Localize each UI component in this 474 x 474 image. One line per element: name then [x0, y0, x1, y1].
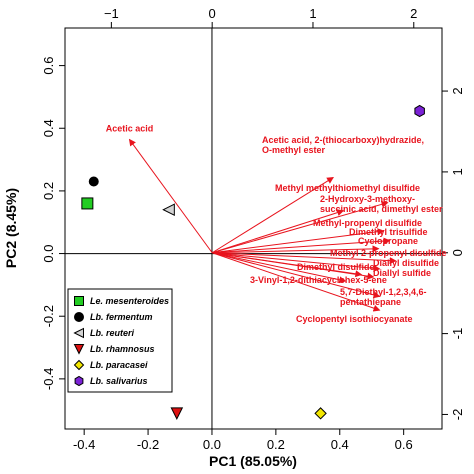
loading-label-diallyl-sulfide: Diallyl sulfide	[373, 268, 431, 278]
legend-marker-le-mesenteroides	[74, 296, 84, 306]
legend-label-lb-paracasei: Lb. paracasei	[90, 360, 148, 370]
x-tick-label: 0.2	[267, 437, 285, 452]
legend-marker-lb-rhamnosus	[73, 344, 85, 355]
legend-label-le-mesenteroides: Le. mesenteroides	[90, 296, 169, 306]
sample-point-le-mesenteroides	[81, 197, 94, 210]
x-tick-label: 0.4	[331, 437, 349, 452]
loading-arrow-acetic-acid	[128, 138, 213, 254]
loading-label-methyl-propenyl-disulfide: Methyl-propenyl disulfide	[313, 218, 422, 228]
x-tick-label: -0.2	[137, 437, 159, 452]
loading-arrow-cyclopropane	[212, 245, 380, 254]
sample-point-lb-salivarius	[414, 104, 425, 118]
loading-label-cyclopropane: Cyclopropane	[358, 236, 418, 246]
x-tick-label: 0.0	[203, 437, 221, 452]
top-tick-label: −1	[104, 6, 119, 21]
sample-points	[81, 104, 425, 420]
loading-label-diallyl-disulfide: Diallyl disulfide	[373, 258, 439, 268]
legend-marker-lb-fermentum	[74, 312, 84, 322]
loading-arrows	[128, 138, 397, 312]
loading-arrow-5-7-diethyl-1-2-3-4-6-pentathiepane	[212, 252, 381, 299]
loading-arrow-diallyl-disulfide	[212, 252, 381, 272]
plot-frame	[64, 27, 443, 430]
loading-arrow-3-vinyl-1-2-dithiacyclohex-5-ene	[212, 252, 347, 284]
y-tick-label: -0.4	[41, 368, 56, 390]
y-tick-label: 0.4	[41, 119, 56, 137]
top-tick-label: 2	[410, 6, 417, 21]
loading-label-5-7-diethyl-1-2-3-4-6-pentathiepane: 5,7-Diethyl-1,2,3,4,6-pentathiepane	[340, 287, 427, 307]
sample-point-lb-paracasei	[314, 407, 327, 420]
loading-arrow-acetic-acid-2-thiocarboxy-hydrazide-o-methyl-ester	[211, 177, 334, 254]
loading-label-2-hydroxy-3-methoxy-succinic-acid-dimethyl-ester: 2-Hydroxy-3-methoxy-succinic acid, dimet…	[320, 194, 443, 214]
legend: Le. mesenteroides Lb. fermentum Lb. reuter…	[67, 288, 173, 393]
legend-marker-lb-salivarius	[74, 375, 84, 387]
right-tick-label: 1	[450, 168, 465, 175]
y-tick-label: 0.6	[41, 57, 56, 75]
axis-ticks: -0.4 -0.2 0.0 0.2 0.4 0.6 -0.4 -0.2 0.0 0.2 0.4 0.6…	[41, 6, 465, 452]
loading-label-acetic-acid-2-thiocarboxy-hydrazide-o-methyl-ester: Acetic acid, 2-(thiocarboxy)hydrazide, O-…	[262, 135, 424, 155]
y-axis-title: PC2 (8.45%)	[3, 188, 19, 268]
loading-arrow-diallyl-sulfide	[212, 252, 375, 280]
legend-marker-lb-reuteri	[73, 327, 84, 339]
legend-label-lb-salivarius: Lb. salivarius	[90, 376, 148, 386]
loading-arrow-methyl-2-propenyl-disulfide	[212, 252, 397, 265]
loading-label-dimethyl-disulfide: Dimethyl disulfide	[297, 262, 375, 272]
loading-label-methyl-methylthiomethyl-disulfide: Methyl methylthiomethyl disulfide	[275, 183, 420, 193]
loading-label-methyl-2-propenyl-disulfide: Methyl 2-propenyl disulfide	[330, 248, 447, 258]
legend-box	[67, 288, 173, 393]
legend-label-lb-reuteri: Lb. reuteri	[90, 328, 135, 338]
right-tick-label: -2	[450, 409, 465, 421]
loading-arrow-2-hydroxy-3-methoxy-succinic-acid-dimethyl-ester	[212, 209, 345, 254]
loading-label-acetic-acid: Acetic acid	[106, 124, 154, 134]
right-tick-label: 0	[450, 249, 465, 256]
right-tick-label: 2	[450, 87, 465, 94]
loading-label-cyclopentyl-isothiocyanate: Cyclopentyl isothiocyanate	[296, 314, 413, 324]
loading-arrow-cyclopentyl-isothiocyanate	[212, 252, 381, 312]
legend-marker-lb-paracasei	[73, 359, 85, 371]
legend-label-lb-rhamnosus: Lb. rhamnosus	[90, 344, 155, 354]
top-tick-label: 1	[309, 6, 316, 21]
loading-labels: Acetic acid Acetic acid, 2-(thiocarboxy)h…	[106, 124, 447, 324]
loading-arrow-dimethyl-trisulfide	[212, 237, 391, 254]
top-tick-label: 0	[209, 6, 216, 21]
x-tick-label: 0.6	[395, 437, 413, 452]
sample-point-lb-reuteri	[162, 203, 175, 217]
x-axis-title: PC1 (85.05%)	[209, 453, 297, 469]
sample-point-lb-rhamnosus	[170, 407, 184, 420]
loading-arrow-methyl-propenyl-disulfide	[212, 228, 385, 254]
y-tick-label: -0.2	[41, 305, 56, 327]
loading-arrow-methyl-methylthiomethyl-disulfide	[212, 200, 389, 254]
loading-label-dimethyl-trisulfide: Dimethyl trisulfide	[349, 227, 428, 237]
legend-label-lb-fermentum: Lb. fermentum	[90, 312, 153, 322]
sample-point-lb-fermentum	[88, 176, 99, 187]
right-tick-label: -1	[450, 328, 465, 340]
x-tick-label: -0.4	[73, 437, 95, 452]
loading-label-3-vinyl-1-2-dithiacyclohex-5-ene: 3-Vinyl-1,2-dithiacyclohex-5-ene	[250, 275, 387, 285]
y-tick-label: 0.0	[41, 245, 56, 263]
y-tick-label: 0.2	[41, 182, 56, 200]
